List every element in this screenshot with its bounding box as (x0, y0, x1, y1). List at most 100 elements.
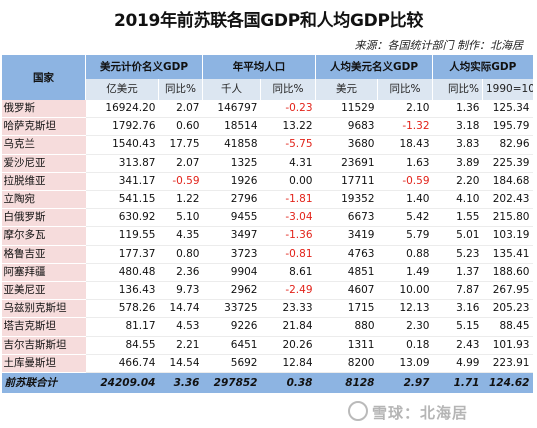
subheader-cell: 亿美元 (85, 79, 159, 100)
table-cell: 17711 (315, 172, 378, 192)
table-cell: 0.88 (377, 245, 433, 264)
table-cell: 880 (315, 317, 378, 337)
table-cell: 5.01 (432, 226, 483, 246)
table-cell: 630.92 (85, 208, 159, 228)
subheader-row: 亿美元 同比% 千人 同比% 美元 同比% 同比% 1990=100 (2, 79, 533, 100)
group-header-population: 年平均人口 (202, 55, 316, 79)
total-cell: 3.36 (158, 372, 203, 394)
table-cell: 5.15 (432, 317, 483, 337)
table-cell: 223.91 (482, 354, 533, 374)
table-cell: 101.93 (482, 336, 533, 355)
table-cell: 2.20 (432, 172, 483, 192)
total-label: 前苏联合计 (1, 372, 86, 394)
table-cell: 1.63 (377, 154, 433, 173)
table-cell: 5.10 (158, 208, 203, 228)
table-cell: 1792.76 (85, 117, 159, 137)
total-cell: 24209.04 (85, 372, 159, 394)
table-cell: 177.37 (85, 245, 159, 264)
subheader-cell: 美元 (315, 79, 378, 100)
table-cell: 5692 (202, 354, 261, 374)
table-cell: 6673 (315, 208, 378, 228)
table-row: 土库曼斯坦 466.74 14.54 5692 12.84 8200 13.09 4.99 22… (1, 354, 533, 374)
table-row: 白俄罗斯 630.92 5.10 9455 -3.04 6673 5.42 1.55 215.8… (1, 208, 533, 228)
table-cell: 5.42 (377, 208, 433, 228)
table-cell: 9226 (202, 317, 261, 337)
table-cell: 17.75 (158, 135, 203, 155)
table-cell: 188.60 (482, 263, 533, 283)
table-cell: 14.74 (158, 299, 203, 319)
header-row: 国家 美元计价名义GDP 年平均人口 人均美元名义GDP 人均实际GDP (1, 55, 533, 100)
table-cell: 13.09 (377, 354, 433, 374)
table-cell: 16924.20 (85, 100, 159, 119)
table-cell: 11529 (315, 100, 378, 119)
subheader-cell: 1990=100 (482, 79, 533, 100)
country-name: 摩尔多瓦 (1, 226, 86, 246)
table-cell: 2796 (202, 190, 261, 210)
table-cell: 2.36 (158, 263, 203, 283)
table-cell: 12.84 (260, 354, 316, 374)
table-row: 格鲁吉亚 177.37 0.80 3723 -0.81 4763 0.88 5.23 135.4… (1, 245, 533, 264)
table-cell: 23691 (315, 154, 378, 173)
subheader-cell: 同比% (260, 79, 316, 100)
table-cell: 480.48 (85, 263, 159, 283)
table-cell: -0.59 (158, 172, 203, 192)
table-cell: -5.75 (260, 135, 316, 155)
table-cell: 3680 (315, 135, 378, 155)
country-name: 爱沙尼亚 (1, 154, 86, 173)
table-cell: 578.26 (85, 299, 159, 319)
table-cell: 13.22 (260, 117, 316, 137)
total-cell: 124.62 (482, 372, 533, 394)
table-cell: 3.18 (432, 117, 483, 137)
table-cell: 103.19 (482, 226, 533, 246)
source-note: 来源：各国统计部门 制作：北海居 (354, 39, 524, 52)
table-cell: 23.33 (260, 299, 316, 319)
page-title: 2019年前苏联各国GDP和人均GDP比较 (113, 11, 424, 31)
table-cell: 1325 (202, 154, 261, 173)
table-row: 阿塞拜疆 480.48 2.36 9904 8.61 4851 1.49 1.37 188.60 (1, 263, 533, 283)
table-cell: 1.36 (432, 100, 483, 119)
total-cell: 8128 (315, 372, 378, 394)
table-cell: -2.49 (260, 281, 316, 301)
subheader-cell: 千人 (202, 79, 261, 100)
table-cell: -1.32 (377, 117, 433, 137)
table-cell: 313.87 (85, 154, 159, 173)
table-row: 哈萨克斯坦 1792.76 0.60 18514 13.22 9683 -1.32 3.18 1… (1, 117, 533, 137)
table-cell: 225.39 (482, 154, 533, 173)
table-cell: 1.22 (158, 190, 203, 210)
table-cell: -0.81 (260, 245, 316, 264)
table-cell: 341.17 (85, 172, 159, 192)
table-cell: 125.34 (482, 100, 533, 119)
table-cell: 8.61 (260, 263, 316, 283)
table-cell: 12.13 (377, 299, 433, 319)
table-cell: 9683 (315, 117, 378, 137)
table-cell: 2.43 (432, 336, 483, 355)
table-cell: 2.07 (158, 154, 203, 173)
table-cell: 215.80 (482, 208, 533, 228)
table-cell: 1540.43 (85, 135, 159, 155)
total-cell: 297852 (202, 372, 261, 394)
table-cell: 4.31 (260, 154, 316, 173)
table-row: 俄罗斯 16924.20 2.07 146797 -0.23 11529 2.10 1.36 1… (1, 100, 533, 119)
country-name: 亚美尼亚 (1, 281, 86, 301)
subheader-cell: 同比% (158, 79, 203, 100)
table-cell: 4.53 (158, 317, 203, 337)
table-cell: 1.55 (432, 208, 483, 228)
table-cell: 4851 (315, 263, 378, 283)
table-cell: 2.21 (158, 336, 203, 355)
subheader-cell: 同比% (377, 79, 433, 100)
table-cell: 184.68 (482, 172, 533, 192)
table-cell: 3497 (202, 226, 261, 246)
country-name: 阿塞拜疆 (1, 263, 86, 283)
total-row: 前苏联合计 24209.04 3.36 297852 0.38 8128 2.9… (1, 372, 533, 394)
table-cell: 0.80 (158, 245, 203, 264)
country-name: 乌兹别克斯坦 (1, 299, 86, 319)
table-cell: 136.43 (85, 281, 159, 301)
table-row: 爱沙尼亚 313.87 2.07 1325 4.31 23691 1.63 3.89 225.3… (1, 154, 533, 173)
table-cell: 8200 (315, 354, 378, 374)
table-cell: 146797 (202, 100, 261, 119)
table-cell: 3419 (315, 226, 378, 246)
table-row: 立陶宛 541.15 1.22 2796 -1.81 19352 1.40 4.10 202.4… (1, 190, 533, 210)
table-cell: -3.04 (260, 208, 316, 228)
group-header-per-capita-real: 人均实际GDP (432, 55, 533, 79)
table-cell: 1.37 (432, 263, 483, 283)
